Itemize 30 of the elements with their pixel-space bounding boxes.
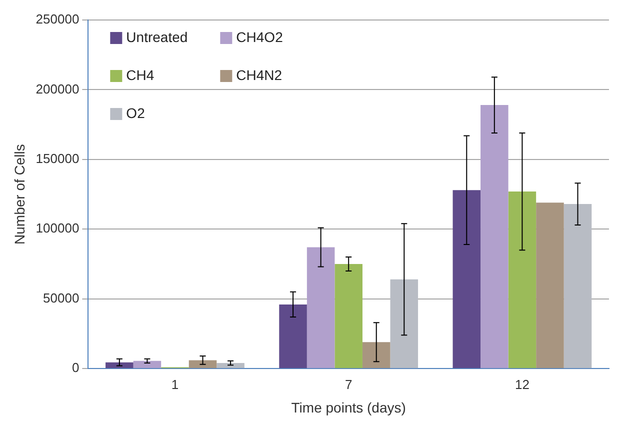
bar	[564, 204, 592, 368]
bar	[216, 363, 244, 368]
x-tick-label: 7	[344, 376, 352, 392]
y-tick-label: 0	[72, 360, 80, 376]
bar	[188, 360, 217, 368]
x-tick-label: 12	[514, 376, 530, 392]
legend-label: CH4	[126, 66, 154, 83]
legend-label: O2	[126, 104, 146, 121]
legend-label: Untreated	[126, 28, 188, 45]
bar	[508, 192, 536, 368]
y-axis-title: Number of Cells	[11, 144, 28, 244]
bar	[279, 304, 307, 368]
x-tick-label: 1	[171, 376, 179, 392]
y-tick-label: 150000	[36, 151, 80, 166]
y-tick-label: 50000	[43, 290, 80, 306]
bar	[390, 279, 418, 368]
bar	[536, 202, 564, 368]
bar	[480, 105, 508, 368]
bar	[452, 190, 481, 368]
y-tick-label: 250000	[36, 12, 80, 27]
bar	[334, 264, 362, 368]
y-tick-label: 100000	[36, 220, 80, 236]
legend-label: CH4N2	[236, 66, 282, 83]
bar	[106, 362, 134, 368]
bar	[362, 342, 390, 368]
y-tick-label: 200000	[36, 81, 80, 96]
x-axis-title: Time points (days)	[291, 399, 406, 416]
bar	[306, 247, 335, 368]
bar	[133, 360, 162, 368]
legend-label: CH4O2	[236, 28, 284, 45]
